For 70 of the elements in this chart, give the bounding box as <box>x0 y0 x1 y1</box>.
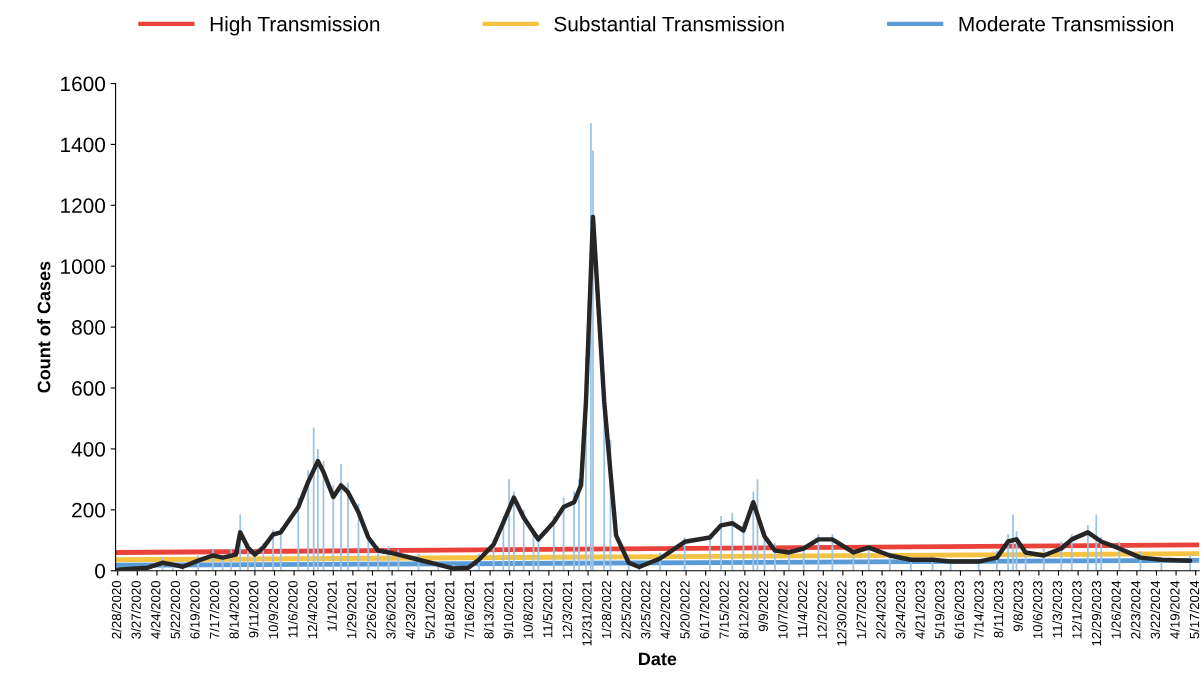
y-tick-label: 1600 <box>61 76 106 92</box>
y-tick-label: 1000 <box>61 259 106 274</box>
x-tick-label: 12/4/2020 <box>307 580 318 639</box>
x-tick-label: 3/24/2023 <box>895 581 906 639</box>
x-tick-label: 1/27/2023 <box>856 581 867 639</box>
x-tick-label: 1/29/2021 <box>346 581 357 639</box>
x-tick-label: 1/28/2022 <box>601 581 612 639</box>
y-tick-label: 800 <box>72 320 106 335</box>
x-tick-label: 8/11/2023 <box>993 581 1004 638</box>
x-tick-label: 3/27/2020 <box>131 580 141 639</box>
x-tick-label: 4/24/2020 <box>150 580 161 639</box>
x-tick-label: 12/2/2022 <box>817 581 827 639</box>
x-tick-label: 9/11/2020 <box>248 580 259 638</box>
x-tick-label: 10/9/2020 <box>268 580 279 639</box>
y-axis-title: Count of Cases <box>37 261 51 393</box>
y-tick-label: 0 <box>95 563 106 579</box>
x-tick-label: 12/1/2023 <box>1071 581 1082 639</box>
x-tick-label: 7/17/2020 <box>209 580 220 639</box>
x-tick-label: 5/19/2023 <box>934 581 945 639</box>
y-tick-label: 1200 <box>61 198 106 214</box>
x-tick-label: 5/17/2024 <box>1189 580 1200 639</box>
x-tick-label: 12/3/2021 <box>562 581 573 639</box>
x-tick-label: 7/14/2023 <box>973 581 984 639</box>
x-tick-label: 3/25/2022 <box>640 581 651 639</box>
x-tick-label: 3/26/2021 <box>385 581 396 639</box>
x-tick-label: 2/25/2022 <box>621 581 631 639</box>
x-tick-label: 2/28/2020 <box>111 580 122 639</box>
legend-label: Substantial Transmission <box>554 16 784 32</box>
x-tick-label: 5/22/2020 <box>170 580 181 639</box>
x-tick-label: 11/6/2020 <box>287 580 298 638</box>
x-tick-label: 9/8/2023 <box>1013 581 1023 632</box>
x-tick-label: 12/30/2022 <box>836 581 847 646</box>
x-tick-label: 10/7/2022 <box>777 581 788 639</box>
x-tick-label: 7/15/2022 <box>719 581 729 639</box>
x-tick-label: 10/8/2021 <box>523 581 533 639</box>
x-tick-label: 4/22/2022 <box>660 581 671 639</box>
x-tick-label: 8/14/2020 <box>229 580 239 639</box>
x-tick-label: 6/19/2020 <box>189 580 200 639</box>
x-tick-label: 9/10/2021 <box>503 581 514 639</box>
legend-label: Moderate Transmission <box>959 16 1174 32</box>
x-tick-label: 6/18/2021 <box>444 581 455 639</box>
x-tick-label: 4/19/2024 <box>1169 580 1180 639</box>
x-tick-label: 8/12/2022 <box>738 581 749 639</box>
x-tick-label: 9/9/2022 <box>758 581 769 632</box>
x-tick-label: 6/16/2023 <box>954 581 965 639</box>
x-tick-label: 11/3/2023 <box>1052 581 1063 638</box>
x-tick-label: 5/20/2022 <box>679 581 690 639</box>
x-tick-label: 8/13/2021 <box>483 581 494 639</box>
x-tick-label: 4/21/2023 <box>915 581 925 639</box>
x-tick-label: 10/6/2023 <box>1032 581 1043 639</box>
x-tick-label: 12/29/2023 <box>1091 581 1102 646</box>
x-tick-label: 2/23/2024 <box>1130 580 1141 639</box>
legend-label: High Transmission <box>210 16 380 36</box>
x-tick-label: 2/24/2023 <box>875 581 886 639</box>
y-tick-label: 200 <box>72 502 106 518</box>
x-tick-label: 3/22/2024 <box>1150 580 1161 639</box>
y-tick-label: 600 <box>72 381 106 396</box>
x-tick-label: 11/5/2021 <box>542 581 553 638</box>
x-tick-label: 2/26/2021 <box>366 581 377 639</box>
x-tick-label: 7/16/2021 <box>464 581 475 639</box>
x-tick-label: 1/1/2021 <box>327 581 337 631</box>
y-tick-label: 400 <box>71 441 106 457</box>
x-tick-label: 4/23/2021 <box>405 581 416 639</box>
y-tick-label: 1400 <box>61 137 106 153</box>
x-tick-label: 12/31/2021 <box>581 581 592 646</box>
x-tick-label: 6/17/2022 <box>699 581 710 639</box>
x-axis-title: Date <box>639 652 677 666</box>
x-tick-label: 1/26/2024 <box>1111 580 1121 639</box>
x-tick-label: 11/4/2022 <box>797 581 808 638</box>
x-tick-label: 5/21/2021 <box>425 581 435 639</box>
